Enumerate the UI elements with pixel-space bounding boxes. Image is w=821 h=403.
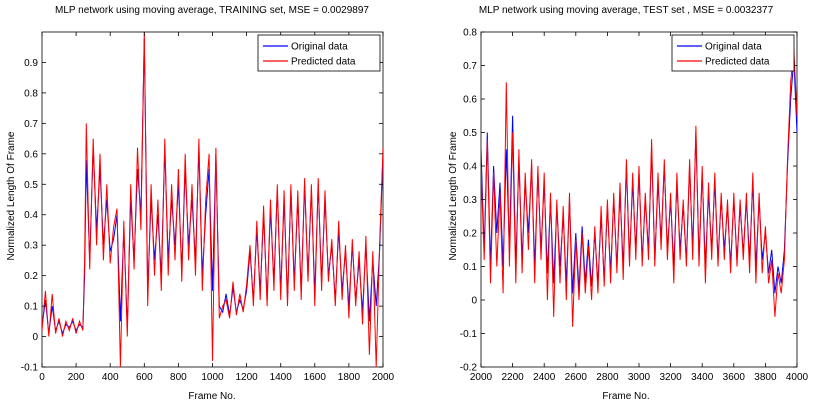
x-tick-label: 3200 xyxy=(659,372,682,383)
x-tick-label: 3400 xyxy=(691,372,714,383)
y-tick-label: 0.4 xyxy=(24,210,38,221)
x-tick-label: 400 xyxy=(102,372,119,383)
x-tick-label: 2200 xyxy=(501,372,524,383)
x-tick-label: 600 xyxy=(136,372,153,383)
chart-title: MLP network using moving average, TEST s… xyxy=(479,5,774,16)
y-tick-label: 0.7 xyxy=(24,119,38,130)
y-tick-label: 0 xyxy=(471,296,477,307)
y-axis-label: Normalized Length Of Frame xyxy=(6,131,17,260)
y-tick-label: 0.4 xyxy=(463,162,477,173)
y-tick-label: -0.1 xyxy=(460,329,478,340)
x-axis-label: Frame No. xyxy=(602,391,649,402)
x-tick-label: 1000 xyxy=(201,372,224,383)
plot-area xyxy=(480,31,798,368)
x-tick-label: 1600 xyxy=(304,372,327,383)
legend-label: Original data xyxy=(291,42,348,53)
legend-label: Predicted data xyxy=(705,57,770,68)
y-tick-label: 0 xyxy=(32,332,38,343)
y-tick-label: 0.9 xyxy=(24,58,38,69)
legend-label: Predicted data xyxy=(291,57,356,68)
y-tick-label: 0.8 xyxy=(24,88,38,99)
chart-title: MLP network using moving average, TRAINI… xyxy=(55,5,369,16)
y-tick-label: 0.7 xyxy=(463,61,477,72)
x-tick-label: 3800 xyxy=(754,372,777,383)
legend: Original data Predicted data xyxy=(257,34,381,72)
series-line-predicted-data xyxy=(42,32,383,367)
y-tick-label: 0.8 xyxy=(463,28,477,39)
legend-label: Original data xyxy=(705,42,762,53)
training-chart: MLP network using moving average, TRAINI… xyxy=(6,5,395,402)
legend-box xyxy=(257,34,381,72)
y-tick-label: 0.1 xyxy=(24,302,38,313)
x-tick-label: 2400 xyxy=(533,372,556,383)
y-tick-label: 0.3 xyxy=(463,195,477,206)
test-chart: MLP network using moving average, TEST s… xyxy=(448,5,809,402)
x-tick-label: 3600 xyxy=(723,372,746,383)
y-tick-label: -0.2 xyxy=(460,363,478,374)
y-tick-label: 0.3 xyxy=(24,241,38,252)
y-tick-label: 0.6 xyxy=(463,95,477,106)
y-tick-label: 0.2 xyxy=(463,229,477,240)
x-tick-label: 2600 xyxy=(565,372,588,383)
y-tick-label: 0.5 xyxy=(463,128,477,139)
y-tick-label: 0.2 xyxy=(24,271,38,282)
x-tick-label: 2800 xyxy=(596,372,619,383)
x-tick-label: 1200 xyxy=(235,372,258,383)
y-tick-label: 0.1 xyxy=(463,262,477,273)
x-tick-label: 3000 xyxy=(628,372,651,383)
x-tick-label: 4000 xyxy=(786,372,809,383)
y-tick-label: 0.6 xyxy=(24,149,38,160)
y-tick-label: -0.1 xyxy=(21,363,39,374)
legend: Original data Predicted data xyxy=(671,34,795,72)
legend-box xyxy=(671,34,795,72)
x-tick-label: 0 xyxy=(39,372,45,383)
x-tick-label: 800 xyxy=(170,372,187,383)
x-tick-label: 200 xyxy=(68,372,85,383)
x-tick-label: 1400 xyxy=(270,372,293,383)
y-axis-label: Normalized Length Of Frame xyxy=(448,131,459,260)
x-tick-label: 1800 xyxy=(338,372,361,383)
y-tick-label: 0.5 xyxy=(24,180,38,191)
plot-area xyxy=(41,31,384,368)
x-tick-label: 2000 xyxy=(372,372,395,383)
x-axis-label: Frame No. xyxy=(188,391,235,402)
series-line-predicted-data xyxy=(481,48,797,327)
x-tick-label: 2000 xyxy=(470,372,493,383)
